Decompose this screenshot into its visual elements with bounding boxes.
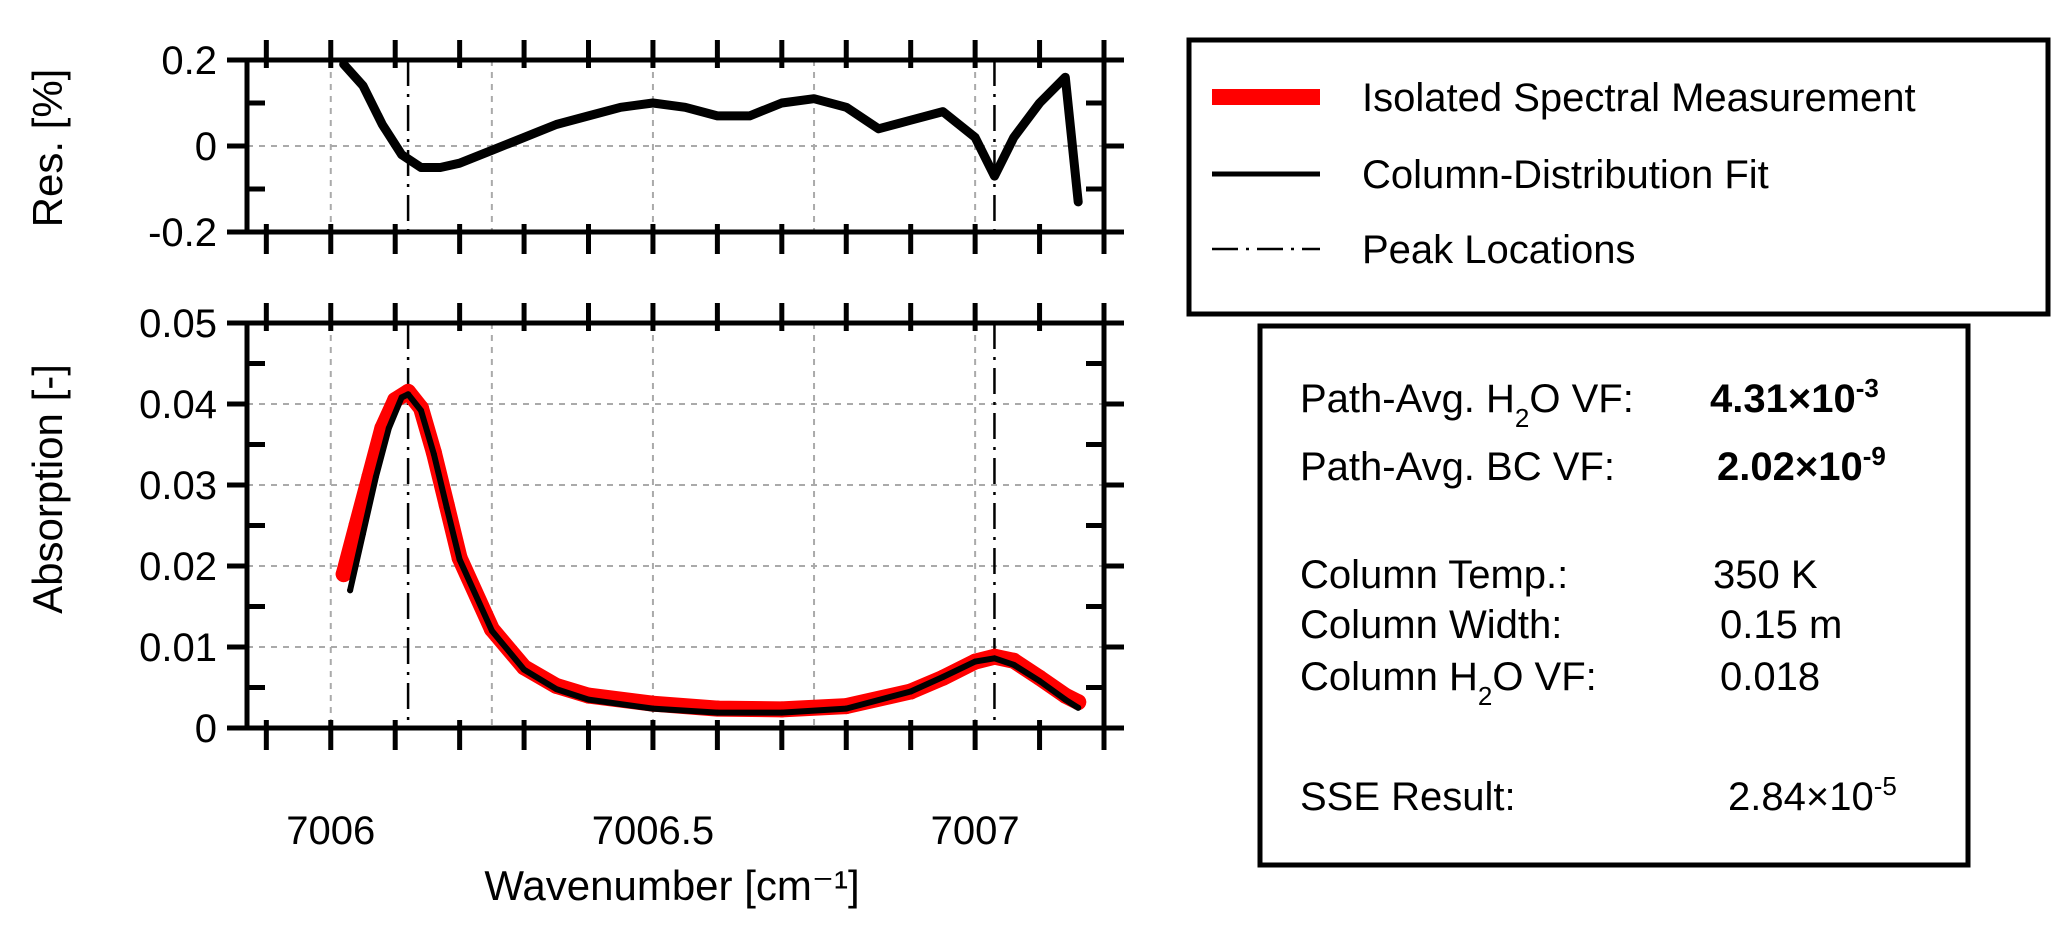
residual-series-0-point-4 — [417, 164, 424, 171]
h2o-vf-row: Path-Avg. H2O VF: — [1300, 377, 1634, 433]
absorption-ytick-label-4: 0.04 — [139, 383, 217, 427]
residual-series-0-point-2 — [379, 121, 386, 128]
bc-vf-label: Path-Avg. BC VF: — [1300, 445, 1615, 489]
absorption-series-1-point-23 — [1036, 678, 1043, 685]
residual-panel: -0.2 0 0.2 — [148, 39, 1124, 255]
sse-label: SSE Result: — [1300, 775, 1516, 819]
x-axis-title: Wavenumber [cm⁻¹] — [484, 862, 859, 909]
absorption-series-1-point-10 — [488, 627, 495, 634]
absorption-series-1-point-7 — [430, 451, 437, 458]
absorption-series-0-point-1 — [348, 517, 365, 534]
residual-series-0-point-14 — [714, 112, 721, 119]
column-h2o-vf-value: 0.018 — [1720, 655, 1820, 699]
residual-ylabel: Res. [%] — [24, 69, 71, 228]
residual-series-0-point-10 — [585, 112, 592, 119]
absorption-series-1-point-21 — [991, 655, 998, 662]
absorption-series-1-point-14 — [649, 705, 656, 712]
residual-series-0-point-0 — [340, 61, 347, 68]
absorption-series-1-point-13 — [585, 696, 592, 703]
residual-series-0-point-5 — [437, 164, 444, 171]
residual-series-0-point-23 — [991, 173, 998, 180]
column-width-label: Column Width: — [1300, 603, 1562, 647]
results-frame — [1257, 323, 1971, 868]
residual-ytick-label-2: 0.2 — [161, 39, 217, 83]
residual-ytick-label-1: 0 — [195, 125, 217, 169]
absorption-series-1-point-4 — [398, 394, 405, 401]
column-h2o-vf-row: Column H2O VF: — [1300, 655, 1597, 711]
absorption-series-1-point-1 — [359, 530, 366, 537]
absorption-ytick-label-0: 0 — [195, 707, 217, 751]
residual-series-0-point-1 — [359, 82, 366, 89]
absorption-series-1-point-24 — [1062, 696, 1069, 703]
residual-series-0-point-8 — [521, 134, 528, 141]
absorption-series-1-point-3 — [385, 425, 392, 432]
absorption-series-1-point-19 — [939, 673, 946, 680]
absorption-series-1-point-12 — [553, 686, 560, 693]
absorption-series-1 — [347, 391, 1082, 716]
absorption-series-1-point-22 — [1010, 661, 1017, 668]
residual-series-0-point-26 — [1062, 74, 1069, 81]
residual-series-0-point-3 — [398, 151, 405, 158]
residual-series-0-point-22 — [972, 134, 979, 141]
column-temp-label: Column Temp.: — [1300, 553, 1568, 597]
absorption-series-1-point-9 — [456, 556, 463, 563]
residual-series-0-point-12 — [649, 100, 656, 106]
absorption-series-0-point-0 — [335, 566, 352, 583]
residual-series-0-point-24 — [1010, 134, 1017, 141]
absorption-series-1-point-6 — [417, 407, 424, 414]
legend-label-fit: Column-Distribution Fit — [1362, 153, 1769, 197]
residual-series-0-point-25 — [1036, 100, 1043, 106]
legend-label-measurement: Isolated Spectral Measurement — [1362, 76, 1916, 120]
absorption-series-1-point-15 — [714, 709, 721, 716]
absorption-ytick-label-5: 0.05 — [139, 302, 217, 346]
absorption-ytick-label-2: 0.02 — [139, 545, 217, 589]
absorption-ylabel: Absorption [-] — [24, 364, 71, 614]
absorption-series-1-point-25 — [1075, 704, 1082, 711]
absorption-series-1-point-18 — [907, 688, 914, 695]
residual-frame — [244, 57, 1107, 235]
residual-series-0-point-13 — [682, 104, 689, 111]
residual-series-0 — [339, 59, 1083, 207]
residual-series-0-point-16 — [778, 100, 785, 106]
absorption-series-1-point-0 — [347, 587, 354, 594]
legend: Isolated Spectral Measurement Column-Dis… — [1186, 37, 2051, 317]
residual-series-0-point-19 — [875, 125, 882, 132]
x-tick-label-1: 7006.5 — [592, 809, 714, 853]
column-temp-value: 350 K — [1713, 553, 1818, 597]
residual-series-0-point-20 — [907, 117, 914, 124]
residual-series-0-point-18 — [843, 104, 850, 111]
absorption-series-1-point-11 — [521, 666, 528, 673]
bc-vf-value: 2.02×10-9 — [1717, 441, 1886, 489]
absorption-series-1-point-2 — [372, 473, 379, 480]
absorption-panel: 0 0.01 0.02 0.03 0.04 0.05 7006 7006.5 7007 — [139, 302, 1124, 853]
residual-ytick-label-0: -0.2 — [148, 211, 217, 255]
absorption-series-1-point-16 — [778, 709, 785, 716]
x-tick-label-0: 7006 — [286, 809, 375, 853]
absorption-frame — [244, 320, 1107, 731]
absorption-series-1-point-17 — [843, 705, 850, 712]
residual-series-0-point-6 — [456, 160, 463, 167]
results-panel: Path-Avg. H2O VF: 4.31×10-3 Path-Avg. BC… — [1257, 323, 1971, 868]
residual-series-0-point-11 — [617, 104, 624, 111]
absorption-ytick-label-1: 0.01 — [139, 626, 217, 670]
residual-series-0-point-15 — [746, 112, 753, 119]
residual-series-0-point-21 — [939, 108, 946, 115]
column-width-value: 0.15 m — [1720, 603, 1842, 647]
absorption-series-1-point-20 — [972, 658, 979, 665]
absorption-series-1-point-5 — [405, 391, 412, 398]
residual-series-0-point-17 — [811, 95, 818, 102]
residual-series-0-point-27 — [1075, 198, 1082, 205]
residual-series-0-point-9 — [553, 121, 560, 128]
residual-series-0-point-7 — [488, 147, 495, 154]
h2o-vf-value: 4.31×10-3 — [1710, 373, 1879, 421]
sse-value: 2.84×10-5 — [1728, 771, 1897, 819]
legend-frame — [1186, 37, 2051, 317]
legend-label-peaks: Peak Locations — [1362, 228, 1636, 272]
absorption-series-1-point-8 — [443, 504, 450, 511]
absorption-ytick-label-3: 0.03 — [139, 464, 217, 508]
x-tick-label-2: 7007 — [931, 809, 1020, 853]
